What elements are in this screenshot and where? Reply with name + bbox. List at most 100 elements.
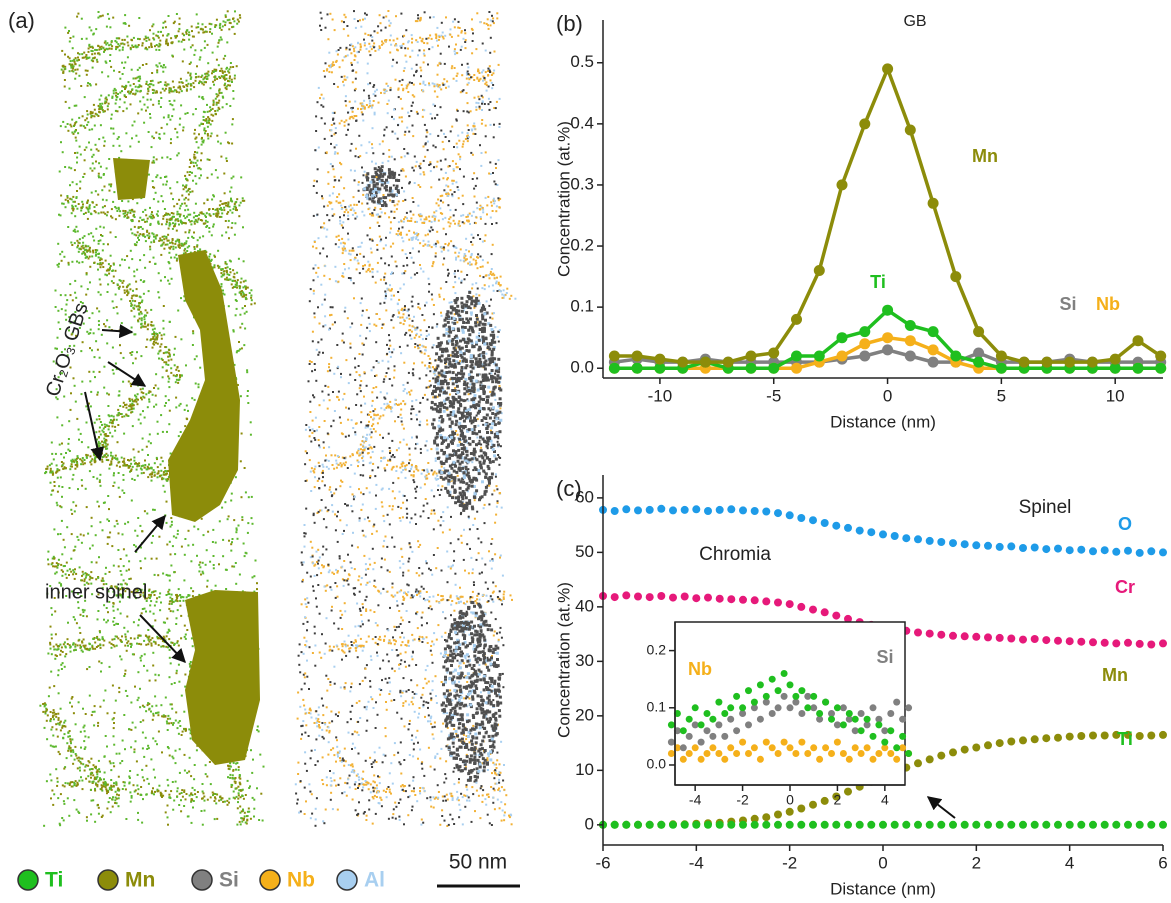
atom <box>178 28 180 30</box>
atom <box>404 320 406 322</box>
atom <box>192 113 194 115</box>
atom <box>178 804 180 806</box>
atom <box>156 174 158 176</box>
atom <box>125 818 127 820</box>
atom <box>106 425 108 427</box>
atom <box>223 209 225 211</box>
atom <box>158 596 160 598</box>
atom <box>112 606 114 608</box>
atom <box>142 776 144 778</box>
atom <box>395 470 397 472</box>
atom <box>142 747 144 749</box>
atom <box>99 418 101 420</box>
atom <box>94 49 96 51</box>
atom <box>398 88 400 90</box>
atom <box>252 797 254 799</box>
atom <box>352 207 354 209</box>
atom <box>236 529 238 531</box>
atom <box>166 431 168 433</box>
atom <box>473 74 475 76</box>
atom <box>140 388 142 390</box>
atom <box>407 591 409 593</box>
atom <box>476 217 478 219</box>
atom <box>118 390 120 392</box>
atom <box>359 49 361 51</box>
atom <box>215 213 217 215</box>
atom <box>163 352 165 354</box>
atom <box>228 515 230 517</box>
atom <box>384 467 386 469</box>
atom <box>103 700 105 702</box>
atom <box>157 473 159 475</box>
atom <box>53 685 55 687</box>
atom <box>191 26 193 28</box>
atom <box>213 84 215 86</box>
atom <box>84 462 86 464</box>
atom <box>170 37 172 39</box>
atom <box>141 612 143 614</box>
atom <box>73 799 75 801</box>
atom <box>172 81 174 83</box>
atom <box>93 453 95 455</box>
atom <box>119 466 121 468</box>
atom <box>146 670 148 672</box>
atom <box>107 13 109 15</box>
atom <box>233 331 235 333</box>
atom <box>90 167 92 169</box>
atom <box>491 82 493 84</box>
atom <box>218 64 220 66</box>
atom <box>103 323 105 325</box>
atom <box>176 599 178 601</box>
atom <box>106 99 108 101</box>
atom <box>98 175 100 177</box>
atom <box>165 26 167 28</box>
atom <box>183 215 185 217</box>
atom <box>235 531 237 533</box>
atom <box>102 577 104 579</box>
atom <box>145 611 147 613</box>
atom <box>167 591 169 593</box>
atom <box>148 398 150 400</box>
atom <box>79 566 81 568</box>
atom <box>151 146 153 148</box>
atom <box>164 176 166 178</box>
atom <box>415 334 417 336</box>
atom <box>94 422 96 424</box>
atom <box>60 214 62 216</box>
atom <box>225 569 227 571</box>
atom <box>171 278 173 280</box>
atom <box>85 648 87 650</box>
atom <box>126 214 128 216</box>
atom <box>176 672 178 674</box>
atom <box>139 84 141 86</box>
atom <box>219 204 221 206</box>
atom <box>192 787 194 789</box>
atom <box>479 599 481 601</box>
atom <box>209 208 211 210</box>
atom <box>211 199 213 201</box>
atom <box>118 687 120 689</box>
atom <box>159 475 161 477</box>
atom <box>193 54 195 56</box>
atom <box>74 229 76 231</box>
atom <box>426 42 428 44</box>
atom <box>184 674 186 676</box>
atom <box>386 403 388 405</box>
atom <box>175 781 177 783</box>
atom <box>207 158 209 160</box>
atom <box>460 248 462 250</box>
atom <box>163 238 165 240</box>
atom <box>164 208 166 210</box>
atom <box>78 242 80 244</box>
atom <box>49 774 51 776</box>
atom <box>192 190 194 192</box>
atom <box>140 226 142 228</box>
atom <box>213 103 215 105</box>
atom <box>206 122 208 124</box>
atom <box>72 474 74 476</box>
atom <box>100 284 102 286</box>
atom <box>58 751 60 753</box>
atom <box>247 287 249 289</box>
atom <box>253 575 255 577</box>
atom <box>376 89 378 91</box>
